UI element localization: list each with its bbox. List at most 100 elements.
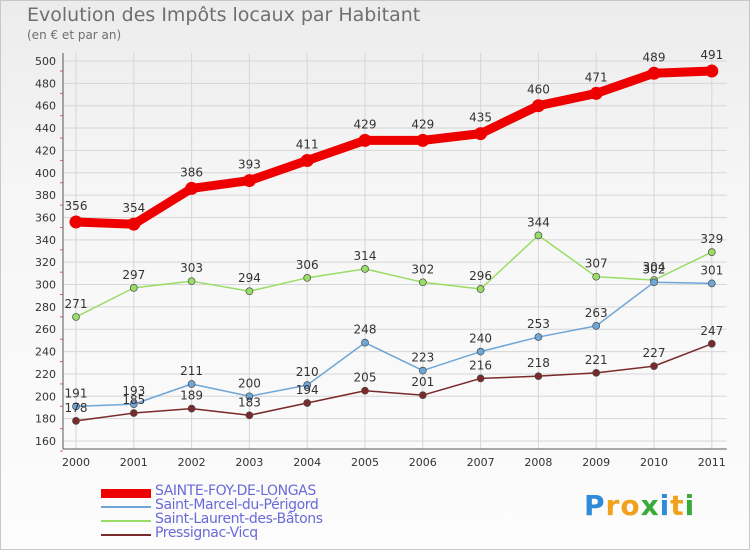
data-point: [129, 400, 138, 408]
y-tick-label: 360: [35, 211, 56, 224]
axes: 160 180 200 220 240 260 280 300 320 340 360 380 400 4…: [35, 53, 727, 469]
data-point: [361, 265, 369, 273]
data-label: 210: [296, 365, 319, 379]
data-label: 429: [411, 117, 434, 131]
logo-letter: t: [670, 489, 685, 522]
data-point: [707, 339, 716, 348]
chart-title: Evolution des Impôts locaux par Habitant: [27, 4, 421, 26]
data-label: 354: [122, 201, 145, 215]
data-point: [650, 362, 658, 370]
data-label: 211: [180, 364, 203, 378]
logo-letter: i: [684, 489, 696, 522]
y-tick-label: 440: [35, 122, 56, 135]
data-label: 263: [585, 306, 608, 320]
data-point: [476, 374, 485, 383]
series-lines: [71, 66, 717, 422]
y-tick-label: 420: [35, 144, 56, 157]
data-label: 411: [296, 137, 319, 151]
data-point: [531, 99, 545, 113]
data-point: [418, 366, 427, 375]
series-line: [75, 234, 713, 318]
data-label: 185: [122, 393, 145, 407]
y-tick-label: 380: [35, 189, 56, 202]
data-label: 307: [585, 257, 608, 271]
data-label: 178: [65, 401, 88, 415]
data-point: [534, 372, 543, 381]
data-point: [592, 272, 601, 281]
data-point: [187, 404, 196, 413]
data-label: 248: [354, 323, 377, 337]
data-point: [647, 66, 661, 80]
data-label: 489: [643, 50, 666, 64]
data-point: [418, 391, 427, 400]
x-tick-label: 2007: [467, 456, 495, 469]
data-label: 302: [643, 262, 666, 276]
data-point: [242, 174, 256, 188]
data-label: 296: [469, 269, 492, 283]
series-line: [75, 281, 713, 408]
chart-subtitle: (en € et par an): [27, 28, 122, 42]
data-point: [127, 217, 141, 231]
y-tick-label: 300: [35, 279, 56, 292]
data-point: [72, 417, 80, 425]
data-label: 301: [700, 263, 723, 277]
data-point: [129, 284, 138, 292]
data-point: [474, 127, 488, 141]
x-tick-label: 2004: [293, 456, 321, 469]
legend-label: Pressignac-Vicq: [155, 525, 258, 541]
data-label: 386: [180, 165, 203, 179]
data-label: 294: [238, 271, 261, 285]
x-tick-label: 2011: [698, 456, 726, 469]
data-point: [187, 380, 196, 388]
data-point: [245, 392, 254, 401]
y-tick-label: 340: [35, 234, 56, 247]
data-point: [303, 273, 312, 282]
y-tick-label: 200: [35, 390, 56, 403]
x-tick-label: 2000: [62, 456, 90, 469]
x-tick-label: 2003: [235, 456, 263, 469]
data-point: [300, 153, 314, 167]
data-label: 393: [238, 158, 261, 172]
data-point: [245, 287, 254, 296]
x-tick-label: 2005: [351, 456, 379, 469]
data-label: 191: [65, 386, 88, 400]
data-label: 240: [469, 332, 492, 346]
legend-swatch: [101, 520, 151, 522]
data-label: 189: [180, 389, 203, 403]
data-point: [592, 368, 601, 377]
data-label: 247: [700, 324, 723, 338]
data-point: [705, 64, 719, 78]
data-point: [358, 133, 372, 147]
data-point: [707, 248, 716, 256]
y-tick-label: 160: [35, 435, 56, 448]
data-point: [69, 215, 83, 229]
legend-swatch: [101, 506, 151, 508]
data-label: 218: [527, 356, 550, 370]
data-label: 193: [122, 384, 145, 398]
x-tick-label: 2006: [409, 456, 437, 469]
data-label: 271: [65, 297, 88, 311]
x-tick-label: 2009: [582, 456, 610, 469]
data-point: [418, 278, 427, 287]
series-line: [71, 66, 717, 229]
data-point: [416, 133, 430, 147]
y-tick-label: 280: [35, 301, 56, 314]
data-label: 297: [122, 268, 145, 282]
data-label: 183: [238, 395, 261, 409]
data-point: [476, 285, 485, 293]
data-label: 303: [180, 261, 203, 275]
data-label: 205: [354, 371, 377, 385]
data-label: 306: [296, 258, 319, 272]
data-point: [361, 338, 369, 347]
data-label: 223: [411, 351, 434, 365]
legend-swatch: [101, 489, 151, 498]
data-label: 491: [700, 48, 723, 62]
y-tick-label: 220: [35, 368, 56, 381]
legend-label: SAINTE-FOY-DE-LONGAS: [155, 483, 316, 499]
x-tick-label: 2010: [640, 456, 668, 469]
y-tick-label: 400: [35, 167, 56, 180]
proxiti-logo: Proxiti: [584, 489, 695, 522]
